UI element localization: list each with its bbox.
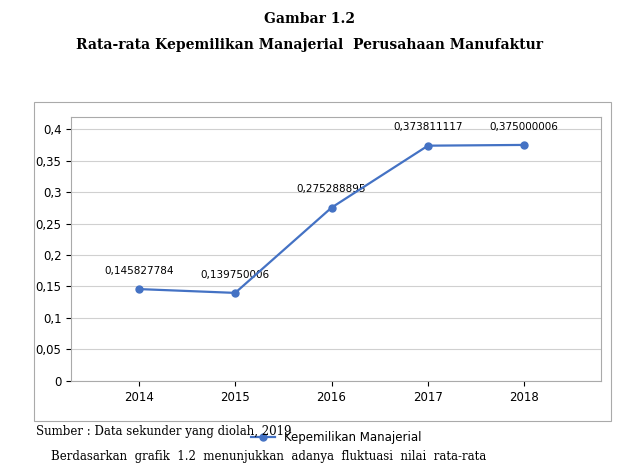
Kepemilikan Manajerial [231, 290, 239, 296]
Text: Berdasarkan  grafik  1.2  menunjukkan  adanya  fluktuasi  nilai  rata-rata: Berdasarkan grafik 1.2 menunjukkan adany… [36, 450, 486, 463]
Kepemilikan Manajerial [521, 142, 528, 148]
Text: 0,145827784: 0,145827784 [104, 266, 174, 276]
Text: Gambar 1.2: Gambar 1.2 [265, 12, 355, 26]
Line: Kepemilikan Manajerial: Kepemilikan Manajerial [135, 141, 528, 297]
Text: 0,375000006: 0,375000006 [490, 122, 559, 132]
Text: Sumber : Data sekunder yang diolah, 2019: Sumber : Data sekunder yang diolah, 2019 [36, 425, 291, 437]
Text: 0,373811117: 0,373811117 [393, 122, 463, 132]
Kepemilikan Manajerial [328, 205, 335, 210]
Text: 0,275288895: 0,275288895 [297, 184, 366, 194]
Legend: Kepemilikan Manajerial: Kepemilikan Manajerial [246, 426, 427, 449]
Text: 0,139750006: 0,139750006 [201, 270, 270, 280]
Text: Rata-rata Kepemilikan Manajerial  Perusahaan Manufaktur: Rata-rata Kepemilikan Manajerial Perusah… [76, 38, 544, 52]
Kepemilikan Manajerial [424, 143, 432, 149]
Kepemilikan Manajerial [135, 286, 143, 292]
